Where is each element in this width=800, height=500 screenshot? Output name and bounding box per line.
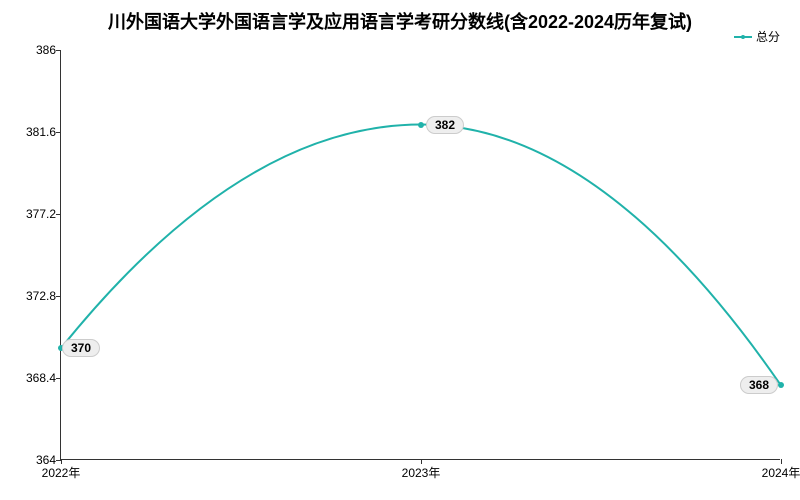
data-point (778, 382, 784, 388)
legend-label: 总分 (756, 28, 780, 45)
data-label: 370 (62, 339, 100, 357)
legend-dot (741, 35, 745, 39)
y-tick-label: 372.8 (11, 289, 56, 303)
y-tick-label: 386 (11, 43, 56, 57)
chart-container: 川外国语大学外国语言学及应用语言学考研分数线(含2022-2024历年复试) 总… (0, 0, 800, 500)
data-label: 368 (740, 376, 778, 394)
plot-area: 364368.4372.8377.2381.63862022年2023年2024… (60, 50, 780, 460)
data-point (418, 122, 424, 128)
data-label: 382 (426, 116, 464, 134)
x-tick-label: 2022年 (42, 464, 81, 481)
x-tick-mark (781, 459, 782, 464)
line-series (61, 50, 781, 460)
x-tick-label: 2024年 (762, 464, 800, 481)
chart-title: 川外国语大学外国语言学及应用语言学考研分数线(含2022-2024历年复试) (0, 8, 800, 34)
legend-line (734, 36, 752, 38)
y-tick-label: 377.2 (11, 207, 56, 221)
x-tick-label: 2023年 (402, 464, 441, 481)
y-tick-label: 368.4 (11, 371, 56, 385)
y-tick-label: 381.6 (11, 125, 56, 139)
series-line (61, 125, 781, 386)
legend: 总分 (734, 28, 780, 45)
